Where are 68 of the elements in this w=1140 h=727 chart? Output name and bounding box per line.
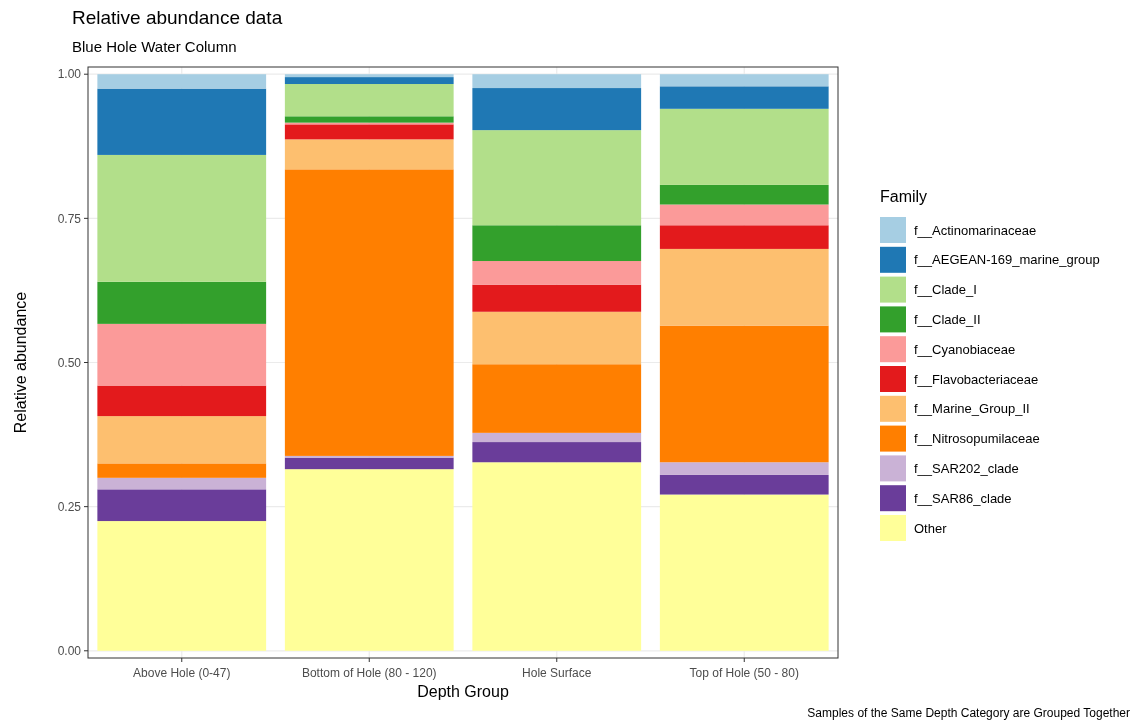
legend-title: Family	[880, 188, 928, 205]
bar	[472, 432, 642, 443]
x-tick-label: Bottom of Hole (80 - 120)	[301, 666, 437, 680]
legend-label: f__Clade_II	[914, 311, 981, 327]
bar	[472, 462, 642, 651]
x-axis-title: Depth Group	[417, 683, 509, 700]
chart-subtitle: Blue Hole Water Column	[72, 38, 237, 55]
bar	[659, 86, 829, 109]
bar	[284, 77, 454, 85]
bar	[472, 88, 642, 131]
x-tick-label: Above Hole (0-47)	[133, 666, 231, 680]
y-tick-label: 0.75	[57, 211, 82, 226]
bar	[97, 489, 267, 522]
legend-label: f__Actinomarinaceae	[914, 222, 1037, 238]
bar	[472, 284, 642, 312]
bar	[97, 154, 267, 282]
bar	[97, 416, 267, 464]
bar	[472, 311, 642, 365]
bar	[284, 457, 454, 470]
bar	[659, 494, 829, 651]
bar	[97, 385, 267, 417]
bar	[284, 469, 454, 651]
legend-label: f__Cyanobiaceae	[914, 341, 1016, 357]
legend-label: f__Clade_I	[914, 282, 977, 298]
legend-label: f__AEGEAN-169_marine_group	[914, 252, 1100, 268]
bar	[284, 124, 454, 140]
legend-label: f__Nitrosopumilaceae	[914, 431, 1040, 447]
x-tick-label: Top of Hole (50 - 80)	[689, 666, 799, 680]
bar	[97, 88, 267, 155]
bar	[97, 323, 267, 386]
bar	[659, 462, 829, 475]
text: Samples of the Same Depth Category are Grouped Together	[807, 706, 1130, 720]
bar	[659, 225, 829, 249]
bar	[97, 281, 267, 324]
y-tick-label: 0.25	[57, 499, 82, 514]
legend-label: f__Flavobacteriaceae	[914, 371, 1039, 387]
bar	[659, 108, 829, 185]
bar	[284, 139, 454, 170]
bar	[284, 169, 454, 456]
y-axis-title: Relative abundance	[12, 291, 29, 434]
y-tick-label: 1.00	[57, 67, 82, 82]
bar	[659, 74, 829, 87]
legend-label: f__SAR86_clade	[914, 490, 1012, 506]
legend-label: Other	[914, 520, 948, 536]
legend-label: f__Marine_Group_II	[914, 401, 1030, 417]
bar	[97, 74, 267, 89]
bar	[659, 204, 829, 226]
bar	[659, 248, 829, 326]
bar	[97, 463, 267, 478]
bar	[284, 84, 454, 117]
bar	[659, 184, 829, 205]
bar	[97, 477, 267, 490]
legend-label: f__SAR202_clade	[914, 460, 1019, 476]
bar	[284, 116, 454, 123]
bar	[472, 225, 642, 262]
bar	[472, 364, 642, 433]
bar	[284, 74, 454, 78]
bar	[472, 74, 642, 89]
chart-title: Relative abundance data	[72, 7, 283, 28]
y-tick-label: 0.50	[57, 355, 82, 370]
bar	[97, 521, 267, 651]
bar	[472, 130, 642, 226]
bar	[472, 442, 642, 463]
bar	[659, 325, 829, 463]
y-tick-label: 0.00	[57, 643, 82, 658]
x-tick-label: Hole Surface	[522, 666, 592, 680]
bar	[659, 474, 829, 495]
bar	[472, 261, 642, 285]
